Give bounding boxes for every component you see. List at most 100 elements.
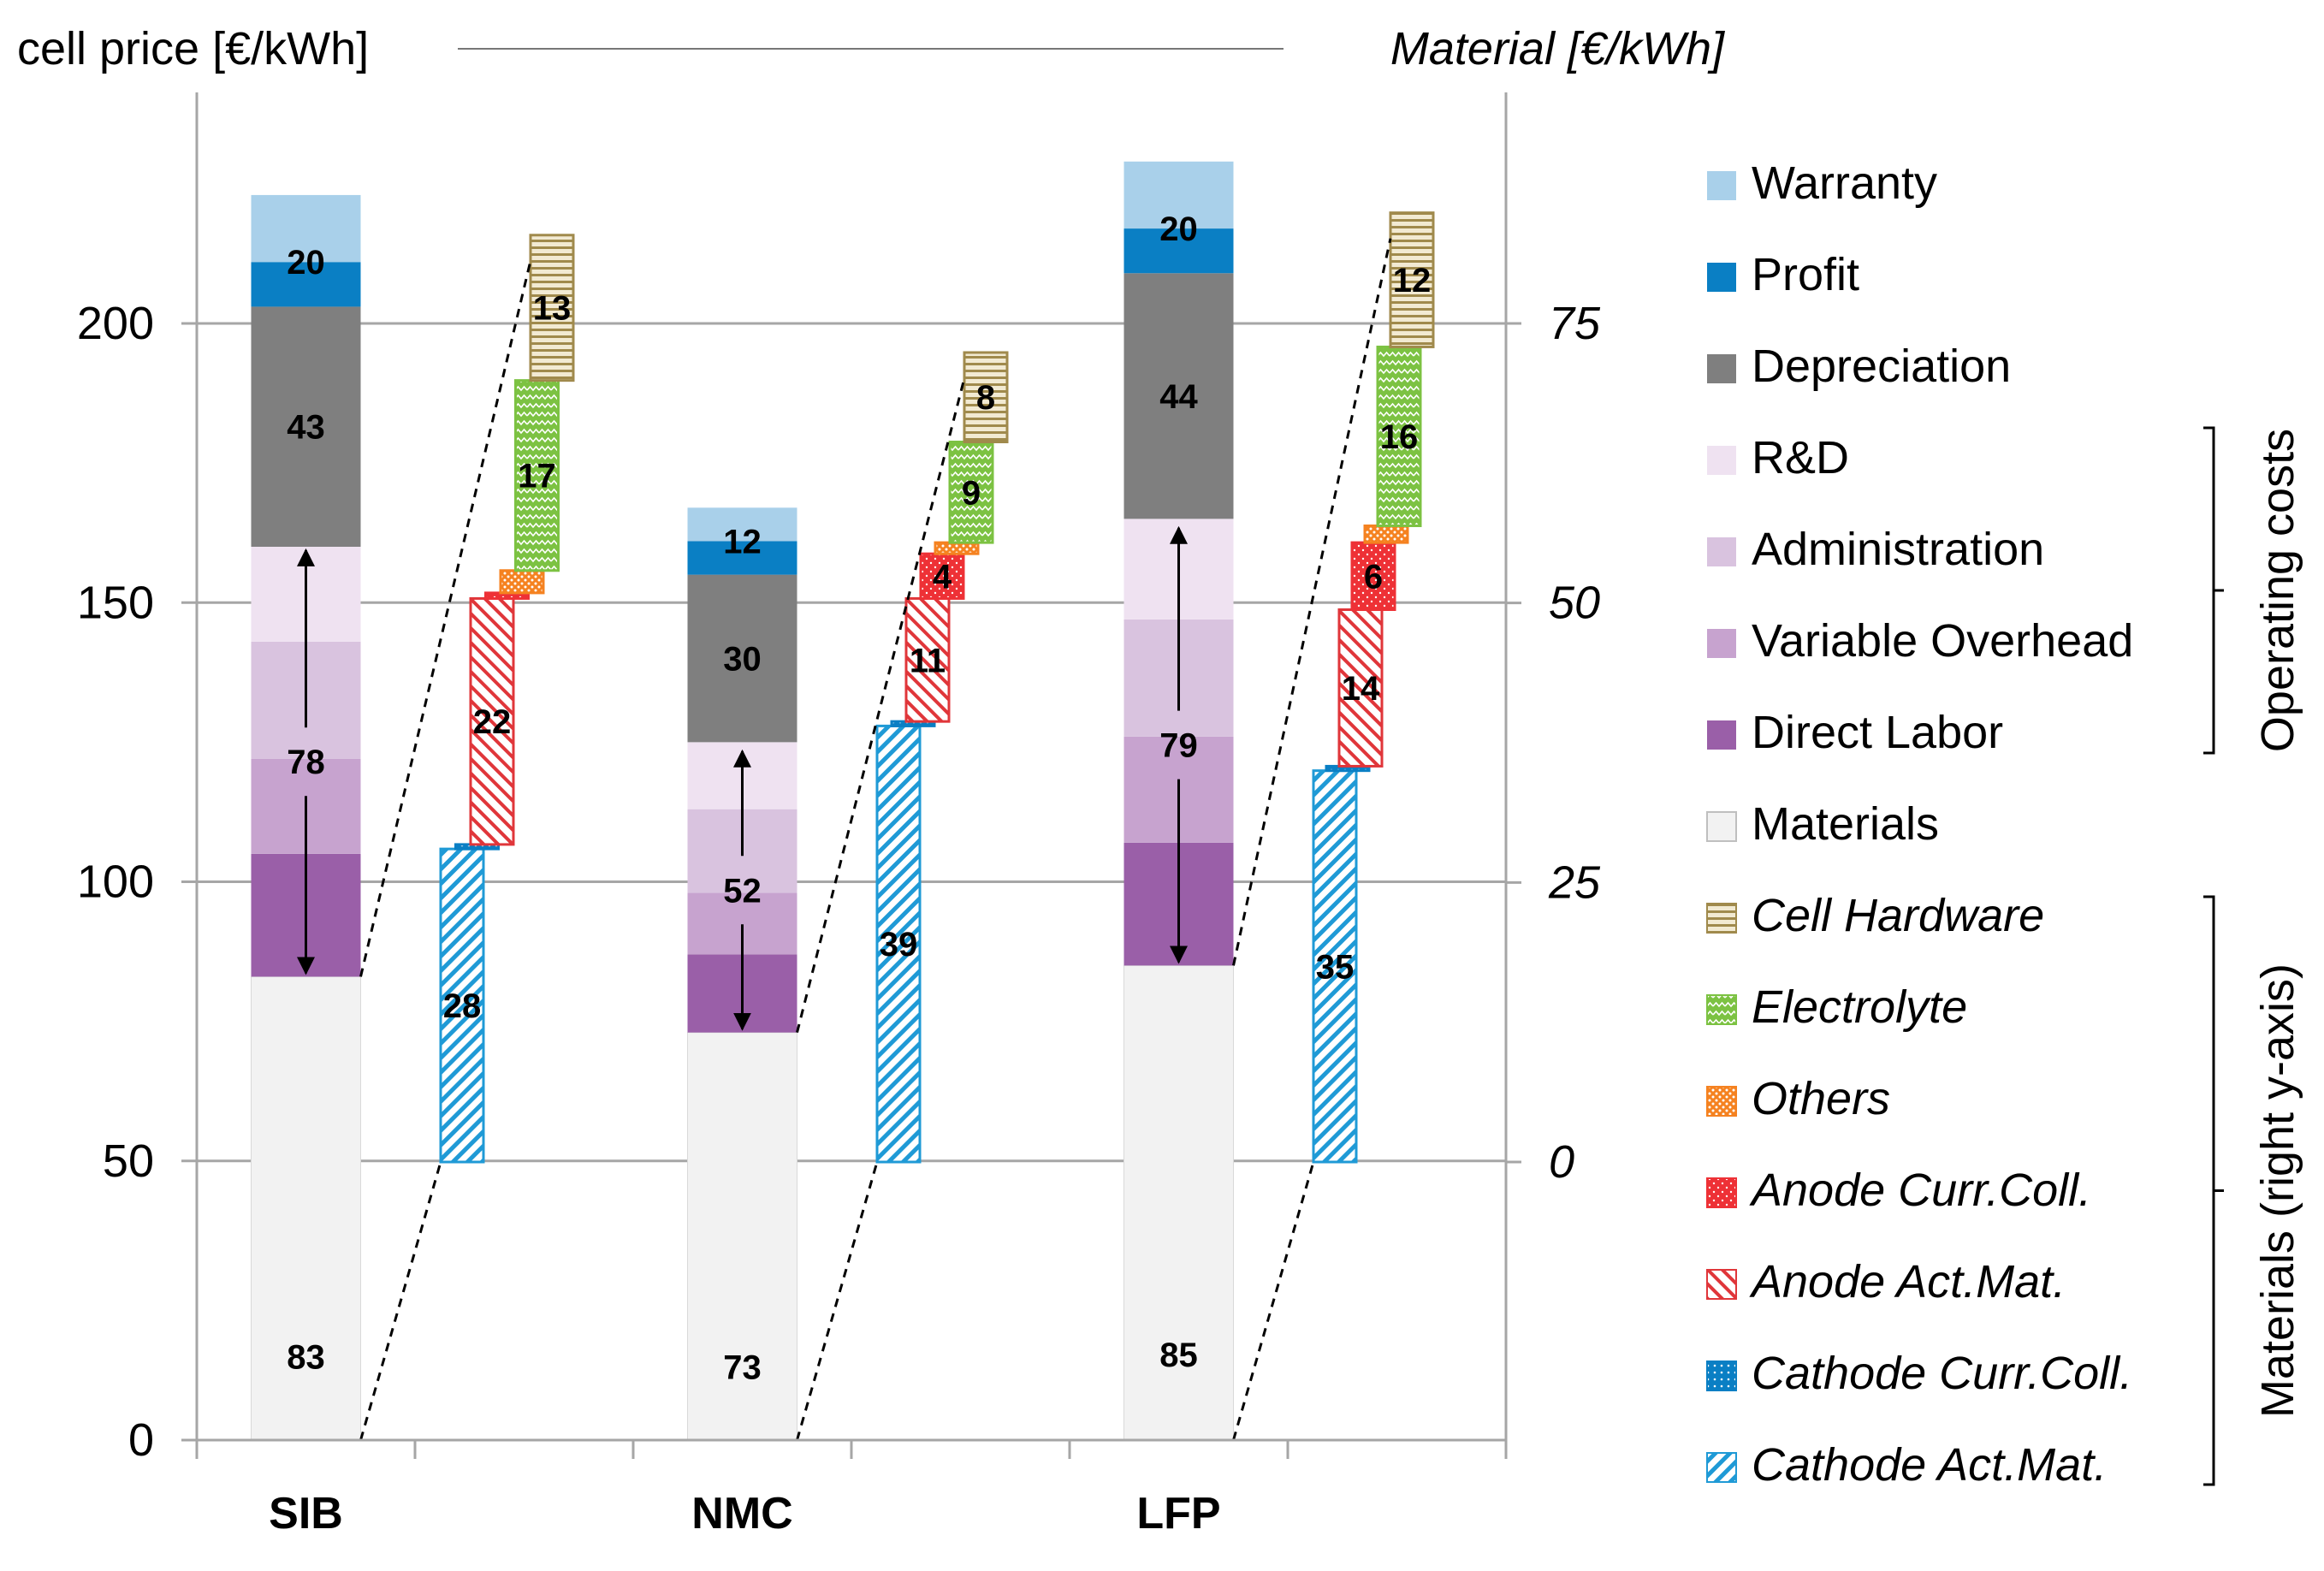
- material-others-sib: [499, 569, 545, 595]
- operating-costs-brace: [2203, 426, 2224, 755]
- material-cell-hardware-nmc: [963, 351, 1009, 444]
- bar-depreciation-lfp: [1123, 273, 1234, 519]
- legend-swatch: [1706, 1452, 1737, 1483]
- legend-item: Profit: [1752, 249, 1859, 300]
- label-depreciation-lfp: 44: [1159, 378, 1198, 416]
- material-label: 17: [518, 458, 556, 495]
- material-anode-act-mat--nmc: [904, 596, 951, 723]
- right-tick-label: 50: [1549, 578, 1600, 629]
- bar-profit-nmc: [687, 541, 797, 575]
- legend-swatch: [1706, 1269, 1737, 1300]
- legend-swatch: [1706, 1177, 1737, 1208]
- material-label: 9: [962, 474, 981, 512]
- legend-swatch: [1707, 446, 1736, 475]
- material-electrolyte-nmc: [948, 441, 994, 544]
- material-cathode-act-mat--lfp: [1312, 769, 1358, 1164]
- material-bars: 28 22 17 13 39 11 4 9 8 35 14 6 16 12: [359, 211, 1435, 1441]
- material-label: 6: [1364, 558, 1383, 596]
- cost-bars: 83 43 20 78 73 30 12 52 85 44 20 79: [251, 161, 1234, 1441]
- bar-profit-lfp: [1123, 228, 1234, 274]
- legend-item: Depreciation: [1752, 341, 2011, 392]
- material-connector-bottom: [359, 1161, 442, 1441]
- legend-item: Variable Overhead: [1752, 615, 2133, 667]
- label-warranty-profit-nmc: 12: [723, 523, 762, 560]
- legend-item: Others: [1752, 1073, 1890, 1124]
- legend-swatch: [1706, 1086, 1737, 1117]
- bar-materials-nmc: [687, 1032, 797, 1441]
- material-cell-hardware-lfp: [1389, 211, 1435, 348]
- bar-warranty-nmc: [687, 507, 797, 542]
- label-operating-lfp: 79: [1159, 727, 1198, 765]
- category-label-nmc: NMC: [691, 1489, 792, 1538]
- legend-swatch: [1707, 629, 1736, 658]
- legend-swatch: [1706, 811, 1737, 842]
- material-label: 11: [910, 642, 946, 679]
- label-warranty-profit-lfp: 20: [1159, 210, 1198, 248]
- legend-swatch: [1707, 537, 1736, 566]
- material-connector-bottom: [1232, 1161, 1315, 1441]
- material-label: 8: [976, 379, 995, 417]
- label-depreciation-nmc: 30: [723, 641, 762, 679]
- legend-item: Cathode Curr.Coll.: [1752, 1348, 2132, 1399]
- material-label: 12: [1393, 262, 1432, 299]
- bar-materials-lfp: [1123, 964, 1234, 1441]
- material-connector-top: [796, 377, 966, 1034]
- legend-item: Administration: [1752, 524, 2044, 575]
- material-electrolyte-sib: [514, 379, 560, 572]
- material-connector-bottom: [796, 1161, 879, 1441]
- label-operating-nmc: 52: [723, 872, 762, 910]
- label-warranty-profit-sib: 20: [287, 244, 325, 282]
- legend-item: Cell Hardware: [1752, 890, 2044, 941]
- right-axis-title: Material [€/kWh]: [1390, 23, 1726, 74]
- material-electrolyte-lfp: [1376, 345, 1422, 528]
- bar-warranty-lfp: [1123, 161, 1234, 229]
- material-label: 35: [1316, 948, 1355, 986]
- material-label: 13: [533, 290, 572, 328]
- material-label: 16: [1380, 418, 1419, 456]
- materials-right-axis-brace: [2203, 895, 2224, 1486]
- material-label: 22: [473, 703, 512, 741]
- legend-swatch: [1706, 903, 1737, 934]
- material-label: 39: [880, 926, 918, 963]
- operating-costs-label: Operating costs: [2252, 429, 2303, 752]
- materials-right-axis-label: Materials (right y-axis): [2252, 963, 2303, 1418]
- material-label: 28: [443, 987, 482, 1025]
- right-tick-label: 25: [1548, 857, 1601, 908]
- legend-swatch: [1706, 994, 1737, 1025]
- gridlines: [197, 322, 1506, 1163]
- right-tick-label: 0: [1549, 1136, 1574, 1188]
- material-others-nmc: [934, 541, 980, 555]
- material-anode-act-mat--sib: [469, 596, 515, 846]
- label-depreciation-sib: 43: [287, 409, 325, 447]
- legend-item: Direct Labor: [1752, 707, 2003, 758]
- material-label: 4: [933, 558, 952, 596]
- left-tick-label: 50: [103, 1135, 154, 1187]
- legend-item: Anode Curr.Coll.: [1749, 1165, 2091, 1216]
- bar-warranty-sib: [251, 194, 361, 263]
- bar-profit-sib: [251, 262, 361, 307]
- material-cell-hardware-sib: [529, 234, 575, 382]
- legend-swatch: [1707, 171, 1736, 200]
- right-tick-label: 75: [1549, 298, 1601, 349]
- bar-depreciation-sib: [251, 306, 361, 547]
- left-tick-label: 100: [77, 857, 154, 908]
- legend-item: R&D: [1752, 432, 1849, 483]
- category-label-lfp: LFP: [1136, 1489, 1220, 1538]
- label-operating-sib: 78: [287, 744, 325, 781]
- axes: 0 50 100 150 200 0 25 50 75 SIB NMC LFP: [77, 92, 1601, 1538]
- legend-swatch: [1706, 1361, 1737, 1391]
- left-tick-label: 150: [77, 577, 154, 628]
- legend-swatch: [1707, 263, 1736, 292]
- legend-item: Electrolyte: [1752, 981, 1967, 1033]
- legend-item: Anode Act.Mat.: [1749, 1256, 2066, 1307]
- material-label: 14: [1342, 670, 1380, 708]
- label-materials-sib: 83: [287, 1339, 325, 1377]
- material-anode-curr-coll--lfp: [1350, 541, 1396, 612]
- legend-swatch: [1707, 720, 1736, 750]
- material-connector-top: [1232, 238, 1392, 966]
- legend-swatch: [1707, 354, 1736, 383]
- category-label-sib: SIB: [269, 1489, 343, 1538]
- legend-item: Materials: [1752, 798, 1939, 850]
- legend: Warranty Profit Depreciation R&D Administrat…: [1706, 157, 2303, 1491]
